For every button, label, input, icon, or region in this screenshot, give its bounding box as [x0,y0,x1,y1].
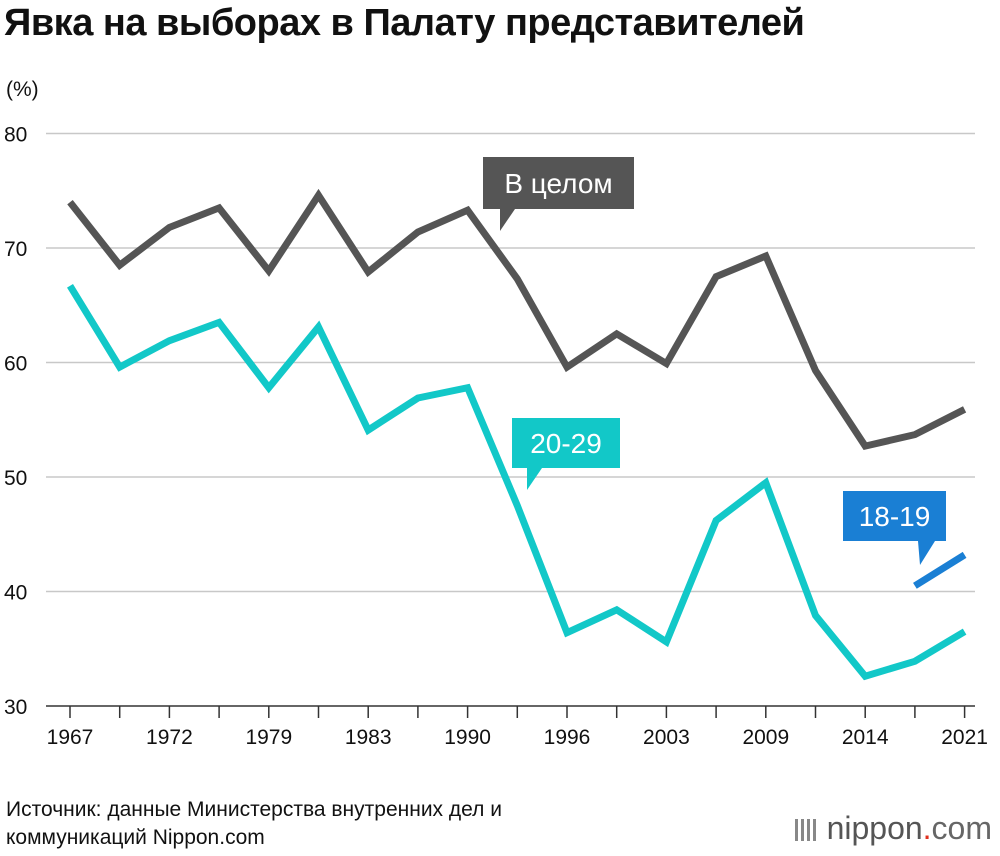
x-tick-label: 1979 [245,726,292,749]
series-label-box [843,491,946,541]
y-tick-label: 60 [4,353,27,376]
series-line-1 [67,188,967,451]
logo-dot: . [922,810,932,846]
series-line-2 [67,283,967,681]
y-tick-label: 50 [4,467,27,490]
source-line-1: Источник: данные Министерства внутренних… [6,798,502,821]
series-label-box [483,157,634,209]
line-chart: 30 40 50 60 70 80 1967 1972 1979 1983 1990 1996 200… [4,124,988,750]
nippon-bars-icon [794,819,819,841]
nippon-logo: nippon.com [794,810,992,847]
series-label-pointer [918,541,935,565]
logo-tld: com [931,810,992,846]
logo-name: nippon [826,810,923,846]
series-labels: В целом 20-29 18-19 [483,157,946,565]
series-label: 20-29 [530,428,602,459]
source-note: Источник: данные Министерства внутренних… [6,796,502,852]
series-label-pointer [527,468,542,490]
x-tick-label: 2014 [842,726,889,749]
x-tick-label: 1983 [345,726,392,749]
y-tick-labels: 30 40 50 60 70 80 [4,124,27,720]
series-label-pointer [500,209,515,231]
x-tick-label: 1990 [444,726,491,749]
y-tick-label: 30 [4,696,27,719]
x-tick-label: 1972 [146,726,193,749]
series-line-3 [913,551,967,589]
y-tick-label: 40 [4,582,27,605]
series-label: В целом [504,168,612,199]
x-tick-label: 1967 [47,726,94,749]
x-tick-label: 2003 [643,726,690,749]
x-tick-label: 1996 [544,726,591,749]
x-tick-label: 2009 [742,726,789,749]
source-line-2: коммуникаций Nippon.com [6,826,265,849]
x-tick-label: 2021 [941,726,988,749]
y-tick-label: 80 [4,124,27,147]
y-tick-label: 70 [4,238,27,261]
series-label: 18-19 [859,501,931,532]
chart-title: Явка на выборах в Палату представителей [4,2,805,44]
series-lines [67,188,967,681]
x-axis: 1967 1972 1979 1983 1990 1996 2003 2009 2014 2021 [47,706,988,749]
y-axis-unit: (%) [6,78,39,101]
grid-lines [46,132,975,707]
series-label-box [512,418,620,468]
